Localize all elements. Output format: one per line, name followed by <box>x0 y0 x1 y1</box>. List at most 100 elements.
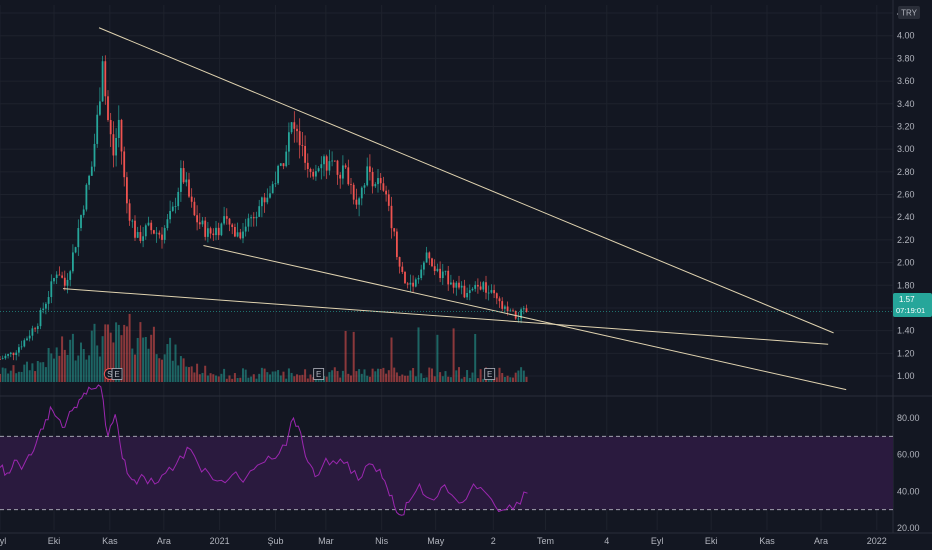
trendline[interactable] <box>203 245 847 391</box>
price-tick-label: 1.00 <box>897 371 915 381</box>
volume-bar <box>1 367 4 382</box>
volume-bar <box>69 339 72 382</box>
volume-bar <box>233 373 236 382</box>
volume-bar <box>447 376 450 382</box>
candle-body <box>96 114 99 144</box>
volume-bar <box>385 373 388 382</box>
volume-bar <box>476 378 479 382</box>
volume-bar <box>223 368 226 382</box>
candle-body <box>55 274 58 279</box>
candle-body <box>390 205 393 229</box>
candle-body <box>239 232 242 239</box>
volume-bar <box>9 370 12 382</box>
volume-bar <box>131 348 134 382</box>
candle-body <box>47 297 50 304</box>
volume-bar <box>12 365 15 382</box>
price-tick-label: 2.20 <box>897 235 915 245</box>
candle-body <box>525 308 528 313</box>
candle-body <box>161 234 163 240</box>
candle-body <box>134 220 136 238</box>
candle-body <box>506 306 509 312</box>
volume-bar <box>487 378 490 382</box>
volume-bar <box>358 369 361 382</box>
candle-body <box>309 168 312 172</box>
volume-bar <box>98 356 101 382</box>
candle-body <box>185 179 188 183</box>
candle-body <box>39 309 42 327</box>
candle-body <box>393 228 396 232</box>
volume-bar <box>482 378 485 382</box>
price-tick-label: 2.40 <box>897 212 915 222</box>
candle-body <box>212 233 215 236</box>
candle-body <box>115 137 117 156</box>
volume-bar <box>436 334 439 382</box>
volume-bar <box>7 373 10 382</box>
earnings-marker[interactable]: E <box>484 368 496 380</box>
candle-body <box>261 197 263 207</box>
volume-bar <box>282 371 285 382</box>
candle-body <box>63 277 66 286</box>
candle-body <box>12 352 15 356</box>
price-tick-label: 1.20 <box>897 348 915 358</box>
earnings-marker[interactable]: E <box>313 368 325 380</box>
volume-bar <box>503 376 506 382</box>
candle-body <box>433 266 436 272</box>
volume-bar <box>47 348 50 382</box>
candle-body <box>288 132 290 152</box>
time-axis[interactable]: Eyl Eki Kas Ara 2021 Şub Mar Nis May 2 Tem 4 Eyl Eki K… <box>0 536 887 546</box>
volume-bar <box>236 378 239 382</box>
trendline[interactable] <box>62 288 829 345</box>
volume-bar <box>306 378 309 382</box>
candle-body <box>425 252 428 263</box>
volume-bar <box>112 342 115 382</box>
volume-bar <box>63 349 66 382</box>
rsi-pane[interactable] <box>0 384 893 516</box>
volume-bar <box>525 376 528 382</box>
volume-bar <box>266 372 269 382</box>
candle-body <box>112 134 115 156</box>
candle-body <box>306 162 309 169</box>
candle-body <box>252 217 255 219</box>
volume-bar <box>217 376 220 382</box>
volume-bar <box>312 377 315 382</box>
price-tick-label: 1.80 <box>897 280 915 290</box>
currency-button-bg[interactable] <box>898 6 920 19</box>
volume-bar <box>409 370 412 382</box>
volume-bar <box>250 376 253 382</box>
volume-bar <box>17 371 20 382</box>
time-tick-label: Eki <box>705 536 718 546</box>
volume-bar <box>220 373 223 382</box>
currency-button[interactable]: TRY <box>901 9 918 18</box>
price-tick-label: 3.00 <box>897 144 915 154</box>
volume-bar <box>50 353 53 382</box>
volume-bar <box>377 368 379 382</box>
volume-bar <box>158 358 161 382</box>
volume-bar <box>350 375 352 382</box>
marker-letter: S <box>107 370 112 379</box>
candle-body <box>250 217 252 219</box>
volume-bar <box>433 376 436 382</box>
candle-body <box>412 282 414 287</box>
candle-body <box>109 119 112 135</box>
candle-body <box>444 270 447 272</box>
volume-bar <box>495 377 498 382</box>
candle-body <box>277 165 279 184</box>
time-tick-label: Şub <box>267 536 283 546</box>
volume-bar <box>331 370 334 382</box>
candle-body <box>85 184 88 210</box>
trendline[interactable] <box>98 27 834 334</box>
earnings-marker[interactable]: E <box>111 368 123 380</box>
candle-body <box>225 216 228 219</box>
volume-bar <box>279 375 282 382</box>
candle-body <box>458 282 460 288</box>
volume-bar <box>188 367 190 382</box>
price-axis[interactable]: 4.204.003.803.603.403.203.002.802.602.40… <box>897 8 920 533</box>
candle-body <box>396 231 398 258</box>
candle-body <box>350 184 352 186</box>
volume-bar <box>39 362 42 382</box>
candle-body <box>201 220 204 225</box>
volume-bar <box>379 368 382 382</box>
volume-bar <box>471 372 474 382</box>
candle-body <box>468 290 471 294</box>
